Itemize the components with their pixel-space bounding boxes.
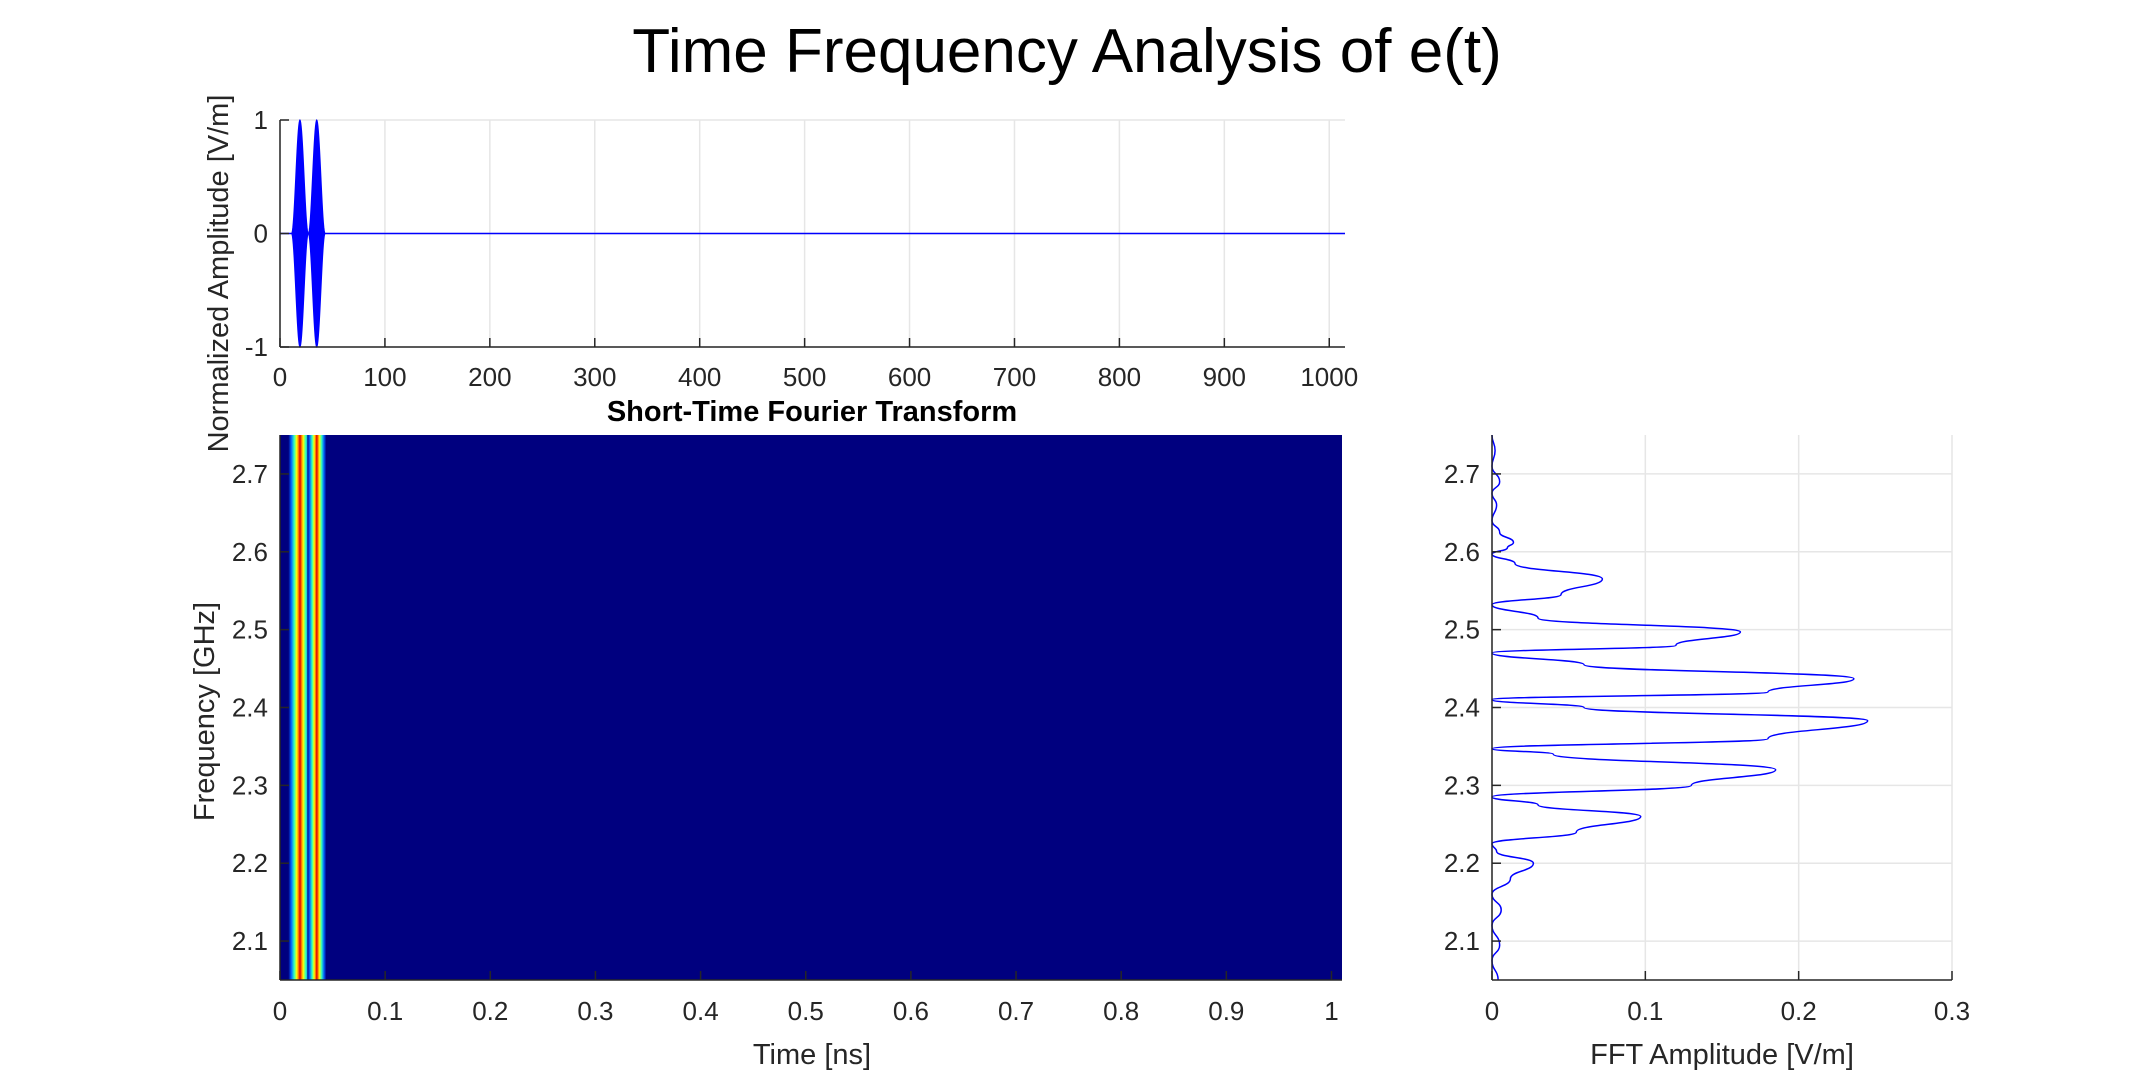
time-signal-plot: 0 100 200 300 400 500 600 700 800 900 1000-101 Nor… bbox=[203, 95, 1358, 453]
fft-y-tick-label: 2.6 bbox=[1444, 537, 1480, 567]
fft-y-tick-label: 2.5 bbox=[1444, 615, 1480, 645]
fft-grid bbox=[1491, 435, 1953, 980]
stft-x-tick-label: 0.7 bbox=[998, 996, 1034, 1026]
time-signal-x-tick-label: 200 bbox=[468, 362, 511, 392]
time-signal-y-tick-label: 1 bbox=[254, 105, 268, 135]
fft-y-tick-label: 2.3 bbox=[1444, 770, 1480, 800]
stft-ticks: 0 0.1 0.2 0.3 0.4 0.5 0.6 0.7 0.8 0.9 1 2.1 2.2 2.3 2.… bbox=[232, 459, 1339, 1026]
stft-x-tick-label: 0 bbox=[273, 996, 287, 1026]
stft-y-tick-label: 2.4 bbox=[232, 693, 268, 723]
fft-spectrum-plot: 0 0.1 0.2 0.3 2.1 2.2 2.3 2.4 2.5 2.6 2.7 FFT Ampl… bbox=[1444, 434, 1970, 1071]
time-signal-x-tick-label: 400 bbox=[678, 362, 721, 392]
time-signal-y-tick-label: -1 bbox=[245, 332, 268, 362]
fft-x-tick-label: 0.2 bbox=[1781, 996, 1817, 1026]
time-signal-x-tick-label: 0 bbox=[273, 362, 287, 392]
figure-title: Time Frequency Analysis of e(t) bbox=[632, 17, 1501, 86]
stft-x-tick-label: 0.6 bbox=[893, 996, 929, 1026]
stft-heatmap-bands bbox=[288, 435, 327, 980]
stft-x-tick-label: 0.5 bbox=[788, 996, 824, 1026]
stft-band bbox=[307, 435, 327, 980]
stft-ylabel: Frequency [GHz] bbox=[189, 602, 221, 821]
time-signal-x-tick-label: 500 bbox=[783, 362, 826, 392]
stft-heatmap-background bbox=[280, 435, 1342, 980]
stft-y-tick-label: 2.1 bbox=[232, 926, 268, 956]
fft-y-tick-label: 2.7 bbox=[1444, 459, 1480, 489]
time-signal-y-tick-label: 0 bbox=[254, 219, 268, 249]
time-signal-ylabel: Normalized Amplitude [V/m] bbox=[203, 95, 235, 453]
stft-x-tick-label: 0.9 bbox=[1208, 996, 1244, 1026]
time-signal-data bbox=[280, 119, 1345, 348]
stft-band bbox=[288, 435, 312, 980]
stft-y-tick-label: 2.6 bbox=[232, 537, 268, 567]
fft-y-tick-label: 2.1 bbox=[1444, 926, 1480, 956]
fft-x-tick-label: 0.1 bbox=[1627, 996, 1663, 1026]
stft-x-tick-label: 0.1 bbox=[367, 996, 403, 1026]
stft-y-tick-label: 2.3 bbox=[232, 770, 268, 800]
stft-plot: Short-Time Fourier Transform 0 0.1 0.2 0.3 0… bbox=[189, 396, 1342, 1071]
fft-y-tick-label: 2.2 bbox=[1444, 848, 1480, 878]
fft-y-tick-label: 2.4 bbox=[1444, 693, 1480, 723]
stft-y-tick-label: 2.7 bbox=[232, 459, 268, 489]
fft-x-tick-label: 0.3 bbox=[1934, 996, 1970, 1026]
fft-ticks: 0 0.1 0.2 0.3 2.1 2.2 2.3 2.4 2.5 2.6 2.7 bbox=[1444, 459, 1970, 1026]
time-signal-ticks: 0 100 200 300 400 500 600 700 800 900 1000-101 bbox=[245, 105, 1358, 392]
stft-title: Short-Time Fourier Transform bbox=[607, 396, 1017, 428]
fft-x-tick-label: 0 bbox=[1485, 996, 1499, 1026]
stft-x-tick-label: 0.4 bbox=[683, 996, 719, 1026]
time-signal-x-tick-label: 900 bbox=[1203, 362, 1246, 392]
time-signal-x-tick-label: 1000 bbox=[1300, 362, 1358, 392]
time-signal-x-tick-label: 600 bbox=[888, 362, 931, 392]
stft-x-tick-label: 0.2 bbox=[472, 996, 508, 1026]
time-signal-x-tick-label: 800 bbox=[1098, 362, 1141, 392]
stft-y-tick-label: 2.5 bbox=[232, 615, 268, 645]
time-signal-x-tick-label: 100 bbox=[363, 362, 406, 392]
stft-y-tick-label: 2.2 bbox=[232, 848, 268, 878]
time-signal-x-tick-label: 300 bbox=[573, 362, 616, 392]
fft-series-line bbox=[1491, 434, 1869, 981]
stft-xlabel: Time [ns] bbox=[753, 1039, 871, 1071]
stft-x-tick-label: 0.3 bbox=[577, 996, 613, 1026]
fft-xlabel: FFT Amplitude [V/m] bbox=[1590, 1039, 1854, 1071]
fft-data bbox=[1491, 434, 1869, 981]
stft-x-tick-label: 1 bbox=[1324, 996, 1338, 1026]
time-signal-x-tick-label: 700 bbox=[993, 362, 1036, 392]
stft-x-tick-label: 0.8 bbox=[1103, 996, 1139, 1026]
